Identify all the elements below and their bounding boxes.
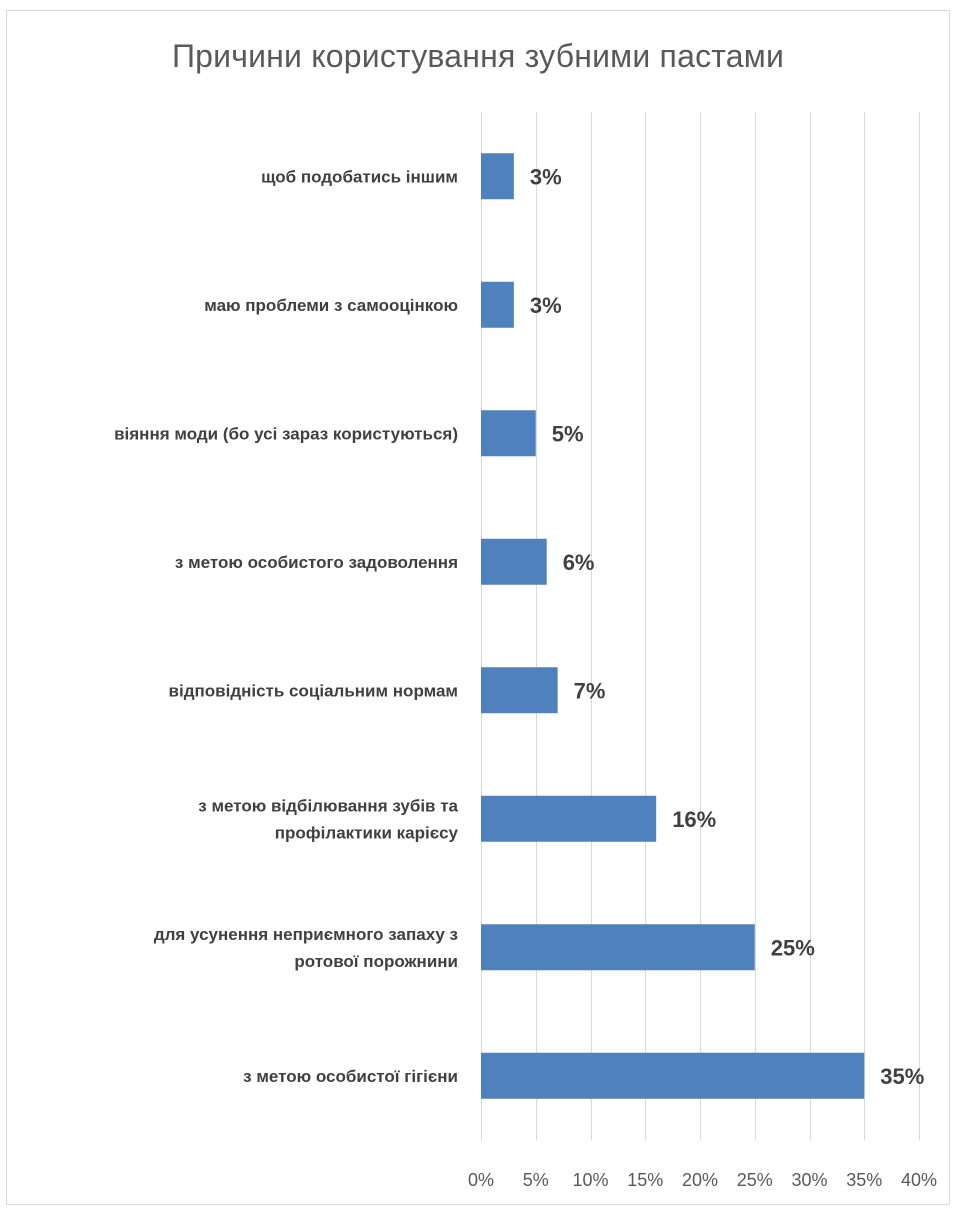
category-label: з метою відбілювання зубів та [198,796,458,815]
category-label: з метою особистого задоволення [175,553,458,572]
data-label: 35% [880,1064,924,1089]
category-label: ротової порожнини [294,952,458,971]
category-label: для усунення неприємного запаху з [154,925,458,944]
data-label: 3% [530,164,562,189]
bar [481,667,558,714]
bar [481,924,755,971]
category-label: профілактики карієсу [275,823,459,842]
x-tick-label: 10% [572,1170,608,1190]
x-tick-label: 5% [523,1170,549,1190]
category-label: з метою особистої гігієни [243,1067,458,1086]
data-label: 16% [672,807,716,832]
category-label: відповідність соціальним нормам [169,681,458,700]
bar [481,153,514,200]
x-tick-label: 15% [627,1170,663,1190]
x-tick-label: 40% [901,1170,937,1190]
data-label: 25% [771,935,815,960]
bar [481,538,547,585]
data-label: 6% [563,550,595,575]
chart-frame [6,10,950,1205]
bar [481,1052,865,1099]
category-label: щоб подобатись іншим [261,167,458,186]
category-label: маю проблеми з самооцінкою [204,296,458,315]
x-tick-label: 30% [791,1170,827,1190]
x-tick-label: 20% [682,1170,718,1190]
data-label: 7% [574,678,606,703]
x-tick-label: 0% [468,1170,494,1190]
bar [481,410,536,457]
x-tick-label: 25% [737,1170,773,1190]
chart-title: Причини користування зубними пастами [171,38,785,74]
data-label: 5% [552,421,584,446]
bar [481,281,514,328]
data-label: 3% [530,293,562,318]
x-tick-label: 35% [846,1170,882,1190]
bar [481,795,657,842]
category-label: віяння моди (бо усі зараз користуються) [114,424,458,443]
